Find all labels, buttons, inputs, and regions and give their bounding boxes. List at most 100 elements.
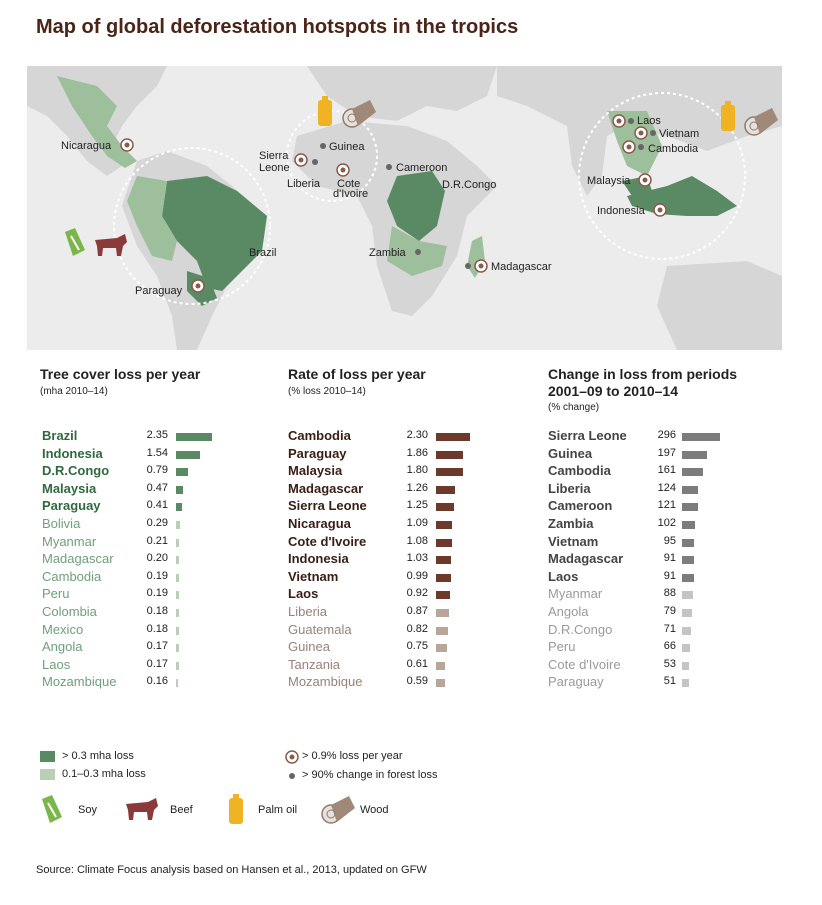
category-label: Laos [42,656,71,672]
bar [682,468,703,477]
legend-dark-green-swatch [40,751,55,762]
chart1-row: Peru 0.19 [42,586,282,603]
bolivia-peru-region [127,176,177,261]
category-label: Liberia [288,604,328,619]
bar [436,609,449,617]
chart3-row: Cote d'Ivoire 53 [548,657,788,674]
category-label: Peru [548,639,576,655]
value-label: 91 [663,552,676,565]
category-label: Cameroon [548,498,613,514]
category-label: Guatemala [288,621,352,637]
chart1-row: D.R.Congo 0.79 [42,463,282,480]
bar [436,661,446,670]
value-label: 0.17 [146,640,168,653]
label-sierra-leone-1: Sierra [259,150,289,162]
laos-dot [628,118,634,124]
chart3-title-line2: 2001–09 to 2010–14 [548,383,678,399]
chart1-row: Colombia 0.18 [42,604,282,621]
category-label: Angola [548,604,589,619]
legend-beef-icon [126,798,158,820]
value-label: 0.18 [146,622,168,635]
chart2-row: Vietnam 0.99 [288,569,528,586]
chart1-row: Bolivia 0.29 [42,516,282,533]
bar [436,450,464,459]
bar [176,450,200,459]
zambia-dot [415,249,421,255]
value-label: 0.59 [406,675,428,688]
label-madagascar: Madagascar [491,261,552,273]
palm-oil-icon-asia [721,101,735,131]
chart1-row: Brazil 2.35 [42,428,282,445]
category-label: Laos [548,568,579,584]
liberia-dot [312,159,318,165]
category-label: Vietnam [548,533,599,549]
chart3-row: Peru 66 [548,639,788,656]
bar [176,609,179,617]
bar [682,644,691,653]
bar [176,538,180,547]
category-label: Brazil [42,428,78,443]
chart3-row: D.R.Congo 71 [548,622,788,639]
chart3-row: Angola 79 [548,604,788,621]
bar [436,626,449,635]
value-label: 0.17 [146,657,168,670]
category-label: Guinea [288,639,330,655]
legend-palm-oil-label: Palm oil [258,804,298,816]
bar [176,433,212,441]
bar [176,626,179,635]
value-label: 51 [663,675,676,688]
bar [682,521,696,529]
legend-beef-label: Beef [170,804,193,816]
label-guinea: Guinea [329,141,365,153]
chart1-row: Cambodia 0.19 [42,569,282,586]
value-label: 124 [657,481,676,494]
value-label: 71 [663,622,676,635]
value-label: 1.86 [406,446,428,459]
label-cameroon: Cameroon [396,162,447,174]
world-map: Nicaragua Guinea Sierra Leone Liberia Co… [27,66,782,350]
category-label: Madagascar [548,551,624,567]
chart2-row: Cote d'Ivoire 1.08 [288,534,528,551]
bar [682,591,694,600]
indonesia-region [627,176,737,216]
bar [436,679,445,688]
category-label: D.R.Congo [548,621,613,637]
value-label: 0.79 [146,464,168,477]
chart1-row: Angola 0.17 [42,639,282,656]
bar [176,591,179,600]
category-label: Nicaragua [288,516,351,531]
chart3-row: Madagascar 91 [548,551,788,568]
legend-wood-label: Wood [360,804,389,816]
label-cambodia: Cambodia [648,143,699,155]
label-liberia: Liberia [287,178,321,190]
value-label: 0.21 [146,534,168,547]
category-label: Zambia [548,516,594,531]
value-label: 0.92 [406,587,428,600]
legend-dot-icon [289,773,295,779]
category-label: Mozambique [42,674,117,690]
label-brazil: Brazil [249,247,277,259]
label-vietnam: Vietnam [659,128,699,140]
category-label: Myanmar [42,533,97,549]
value-label: 1.25 [406,499,428,512]
bar [176,521,181,529]
chart3-row: Cambodia 161 [548,463,788,480]
legend-soy-label: Soy [78,804,97,816]
category-label: Paraguay [288,445,347,461]
label-laos: Laos [637,115,661,127]
chart1-row: Mozambique 0.16 [42,674,282,691]
legend-dark-green-label: > 0.3 mha loss [62,750,134,762]
value-label: 0.19 [146,587,168,600]
bar [682,556,694,565]
chart3-row: Liberia 124 [548,481,788,498]
legend-palm-oil-icon [229,794,243,824]
chart2-row: Mozambique 0.59 [288,674,528,691]
bar [682,679,689,688]
category-label: Angola [42,639,83,655]
drc-region [387,171,445,241]
category-label: Colombia [42,604,97,619]
value-label: 102 [657,517,676,529]
chart2-row: Madagascar 1.26 [288,481,528,498]
bar [436,521,453,529]
